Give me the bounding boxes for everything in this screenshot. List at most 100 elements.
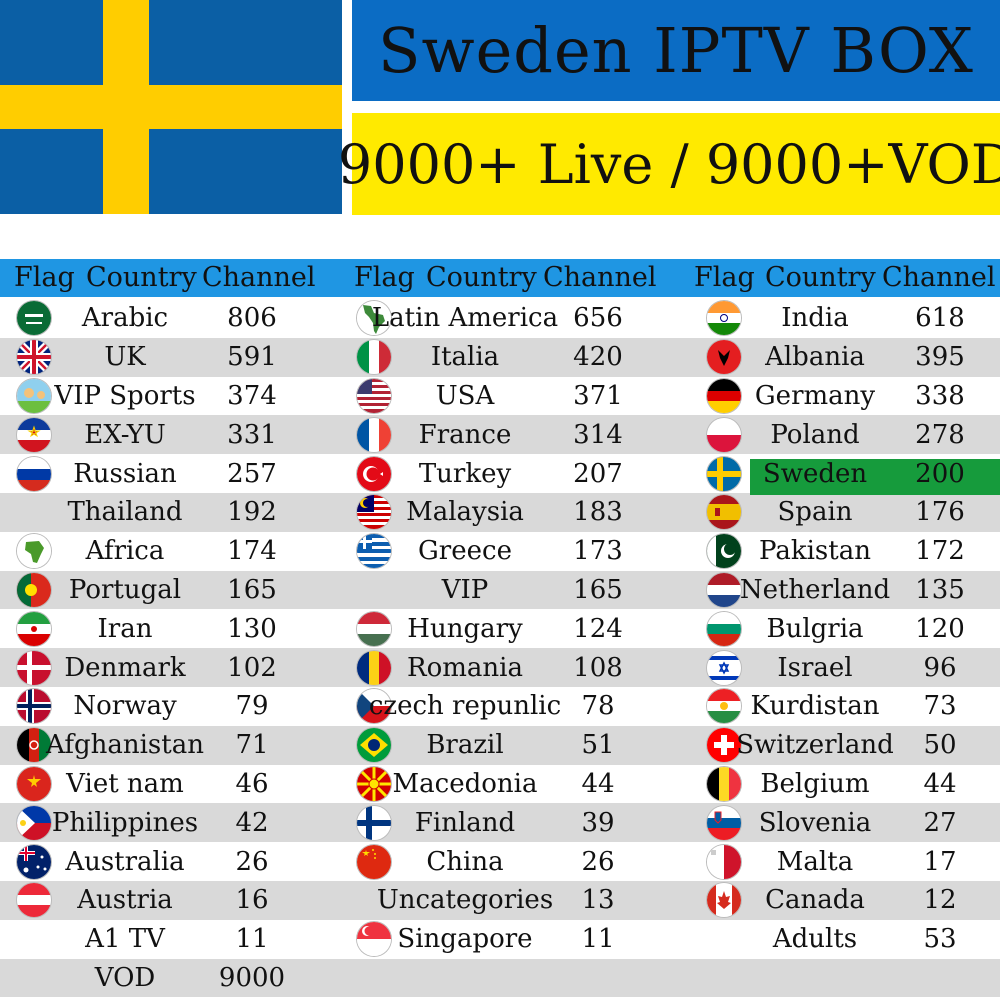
channel-count: 26 <box>235 846 269 877</box>
channel-count: 9000 <box>218 963 286 993</box>
channel-count: 11 <box>235 924 269 955</box>
table-header: Flag Country Channel Flag Country Channe… <box>0 259 1000 297</box>
channel-count: 174 <box>227 536 277 567</box>
country-label: Thailand <box>67 497 183 528</box>
channel-count: 183 <box>573 497 623 528</box>
channel-count: 395 <box>915 342 965 373</box>
australia-flag-icon <box>17 844 51 879</box>
header-flag: Flag <box>354 262 415 293</box>
channel-count: 73 <box>923 691 957 722</box>
channel-count: 207 <box>573 458 623 489</box>
afghanistan-flag-icon <box>17 728 51 763</box>
denmark-flag-icon <box>17 650 51 685</box>
country-label: Iran <box>97 613 153 644</box>
country-label: China <box>426 846 504 877</box>
country-label: Turkey <box>418 458 512 489</box>
header-flag: Flag <box>14 262 75 293</box>
spain-flag-icon <box>707 495 741 530</box>
channel-count: 656 <box>573 303 623 334</box>
channel-count: 44 <box>923 769 957 799</box>
country-label: czech repunlic <box>368 691 562 722</box>
country-label: Malaysia <box>406 497 524 528</box>
country-label: Afghanistan <box>46 730 204 761</box>
channel-count: 278 <box>915 419 965 450</box>
page-subtitle: 9000+ Live / 9000+VOD <box>337 132 1000 196</box>
channel-count: 46 <box>235 769 269 799</box>
country-label: Africa <box>85 536 165 567</box>
country-label: Sweden <box>762 458 868 489</box>
finland-flag-icon <box>357 805 391 840</box>
header-channel: Channel <box>202 262 316 293</box>
italy-flag-icon <box>357 340 391 375</box>
greece-flag-icon <box>357 534 391 569</box>
country-label: Switzerland <box>736 730 894 761</box>
channel-count: 53 <box>923 924 957 955</box>
country-label: Norway <box>73 691 177 722</box>
channel-count: 108 <box>573 652 623 683</box>
channel-count: 371 <box>573 381 623 411</box>
country-label: EX-YU <box>84 419 166 450</box>
china-flag-icon <box>357 844 391 879</box>
portugal-flag-icon <box>17 573 51 607</box>
country-label: Albania <box>765 342 865 373</box>
sweden-flag-icon <box>707 456 741 491</box>
romania-flag-icon <box>357 650 391 685</box>
title-banner: Sweden IPTV BOX <box>352 0 1000 101</box>
row-stripe <box>0 415 1000 455</box>
row-stripe <box>0 958 1000 998</box>
country-label: Slovenia <box>758 807 872 838</box>
country-label: USA <box>435 381 495 411</box>
country-label: Pakistan <box>759 536 871 567</box>
malaysia-flag-icon <box>357 495 391 530</box>
channel-count: 102 <box>227 652 277 683</box>
country-label: VIP Sports <box>54 381 196 411</box>
channel-count: 314 <box>573 419 623 450</box>
channel-count: 96 <box>923 652 957 683</box>
row-stripe <box>0 493 1000 532</box>
channel-count: 39 <box>581 807 615 838</box>
channel-count: 173 <box>573 536 623 567</box>
canada-flag-icon <box>707 883 741 918</box>
channel-count: 374 <box>227 381 277 411</box>
country-label: Kurdistan <box>750 691 880 722</box>
country-label: Australia <box>65 846 185 877</box>
poland-flag-icon <box>707 417 741 452</box>
israel-flag-icon <box>707 650 741 685</box>
sweden-highlight <box>750 459 1000 495</box>
channel-count: 71 <box>235 730 269 761</box>
header-country: Country <box>765 262 876 293</box>
germany-flag-icon <box>707 379 741 413</box>
country-label: Poland <box>770 419 860 450</box>
country-label: A1 TV <box>85 924 165 955</box>
turkey-flag-icon <box>357 456 391 491</box>
belgium-flag-icon <box>707 767 741 801</box>
russia-flag-icon <box>17 456 51 491</box>
pakistan-flag-icon <box>707 534 741 569</box>
channel-count: 11 <box>581 924 615 955</box>
vietnam-flag-icon <box>17 767 51 801</box>
header-country: Country <box>426 262 537 293</box>
channel-count: 176 <box>915 497 965 528</box>
row-stripe <box>0 648 1000 687</box>
country-label: Netherland <box>739 575 891 605</box>
channel-count: 79 <box>235 691 269 722</box>
channel-count: 338 <box>915 381 965 411</box>
channel-count: 42 <box>235 807 269 838</box>
france-flag-icon <box>357 417 391 452</box>
country-label: UK <box>104 342 146 373</box>
switzerland-flag-icon <box>707 728 741 763</box>
hungary-flag-icon <box>357 611 391 646</box>
country-label: India <box>781 303 849 334</box>
header-country: Country <box>86 262 197 293</box>
channel-count: 591 <box>227 342 277 373</box>
page-title: Sweden IPTV BOX <box>378 14 974 87</box>
row-stripe <box>0 337 1000 377</box>
channel-count: 13 <box>581 885 615 916</box>
country-label: Philippines <box>51 807 199 838</box>
country-label: Romania <box>407 652 523 683</box>
country-label: Greece <box>418 536 512 567</box>
saudi-flag-icon <box>17 301 51 336</box>
channel-count: 124 <box>573 613 623 644</box>
header-channel: Channel <box>543 262 657 293</box>
channel-count: 200 <box>915 458 965 489</box>
